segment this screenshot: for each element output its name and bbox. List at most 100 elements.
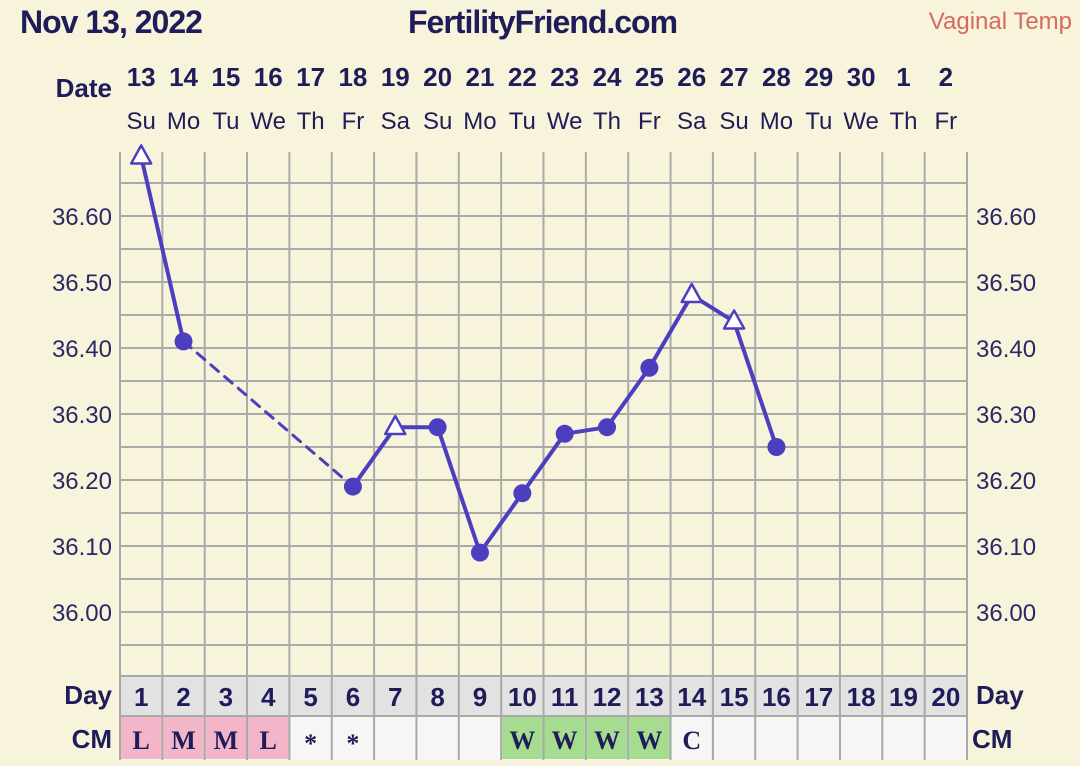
cm-cell-bg [502,717,543,759]
cycle-day-label: 3 [219,682,233,712]
temp-segment [139,154,186,344]
date-label: 18 [338,62,367,92]
cm-cell-bg [205,717,247,759]
y-tick-label-left: 36.10 [52,534,112,561]
weekday-label: Th [297,108,325,135]
cm-entry: C [682,726,701,755]
cm-entry: * [346,729,359,758]
date-label: 28 [762,62,791,92]
weekday-label: Th [889,108,917,135]
site-title: FertilityFriend.com [408,4,678,40]
cycle-day-label: 1 [134,682,148,712]
weekday-label: Fr [638,108,661,135]
weekday-label: Mo [167,108,200,135]
cycle-day-label: 16 [762,682,791,712]
cycle-day-label: 9 [473,682,487,712]
y-tick-label-left: 36.20 [52,468,112,495]
cycle-day-label: 14 [677,682,706,712]
temp-gap-segment [182,339,355,489]
y-tick-label-left: 36.50 [52,270,112,297]
cycle-day-label: 20 [931,682,960,712]
cm-entry: M [171,726,196,755]
temp-point [343,477,362,496]
date-label: 22 [508,62,537,92]
weekday-label: Tu [212,108,239,135]
date-label: 14 [169,62,198,92]
day-row-label: Day [64,680,112,710]
temp-point [598,418,617,437]
temp-segment [647,293,694,370]
date-label: 26 [677,62,706,92]
temp-point [640,358,659,377]
cm-entry: W [594,726,620,755]
cm-cell-bg [163,717,204,759]
y-tick-label-left: 36.60 [52,204,112,231]
y-tick-label-right: 36.40 [976,336,1036,363]
cycle-day-label: 18 [847,682,876,712]
date-label: 30 [847,62,876,92]
chart-date-title: Nov 13, 2022 [20,4,203,40]
temp-point-triangle [722,309,746,330]
cm-cell-bg [586,717,628,759]
y-tick-label-right: 36.20 [976,468,1036,495]
temp-point [174,332,193,351]
y-tick-label-left: 36.30 [52,402,112,429]
cycle-day-label: 15 [720,682,749,712]
date-label: 29 [804,62,833,92]
weekday-label: Sa [381,108,411,135]
cm-row-label: CM [72,724,112,754]
cm-entry: W [509,726,535,755]
y-tick-label-left: 36.40 [52,336,112,363]
cycle-day-label: 11 [551,682,579,712]
date-row-label: Date [56,73,112,103]
date-label: 16 [254,62,283,92]
cycle-day-label: 4 [261,682,276,712]
weekday-label: Su [719,108,748,135]
temp-point-triangle [129,144,153,165]
cm-cell-bg [629,717,670,759]
cm-row-label-right: CM [972,724,1012,754]
date-label: 19 [381,62,410,92]
cm-entry: * [304,729,317,758]
cycle-day-label: 8 [430,682,444,712]
cm-entry: L [133,726,150,755]
date-label: 2 [939,62,953,92]
y-tick-label-right: 36.10 [976,534,1036,561]
cm-cell-bg [248,717,289,759]
y-tick-label-right: 36.00 [976,600,1036,627]
temp-segment [732,319,779,449]
temp-point [513,484,532,503]
temp-point [767,438,786,456]
cm-entry: L [260,726,277,755]
day-row-label-right: Day [976,680,1024,710]
temp-segment [350,425,398,489]
weekday-label: Sa [677,108,707,135]
weekday-label: We [250,108,286,135]
temp-point-triangle [680,282,703,304]
weekday-label: Fr [934,108,957,135]
cycle-day-label: 10 [508,682,537,712]
y-tick-label-left: 36.00 [52,600,112,627]
date-label: 21 [466,62,495,92]
temp-point [555,424,574,443]
weekday-label: Mo [463,108,496,135]
temp-segment [477,491,525,555]
date-label: 1 [896,62,910,92]
y-tick-label-right: 36.50 [976,270,1036,297]
weekday-label: Tu [509,108,536,135]
weekday-label: Su [126,108,155,135]
date-label: 13 [127,62,156,92]
temp-point-triangle [384,414,407,436]
temp-segment [605,365,652,430]
date-label: 24 [593,62,622,92]
weekday-label: Mo [760,108,793,135]
temp-markers [129,144,786,562]
temp-point [428,418,447,437]
date-label: 15 [211,62,240,92]
chart-labels: 36.00 36.00 36.10 36.10 36.20 36.20 36.30 36.30… [52,62,1036,758]
chart-grid [119,152,968,760]
date-label: 25 [635,62,664,92]
cm-cell-bg [544,717,585,759]
temp-segment [520,431,567,496]
